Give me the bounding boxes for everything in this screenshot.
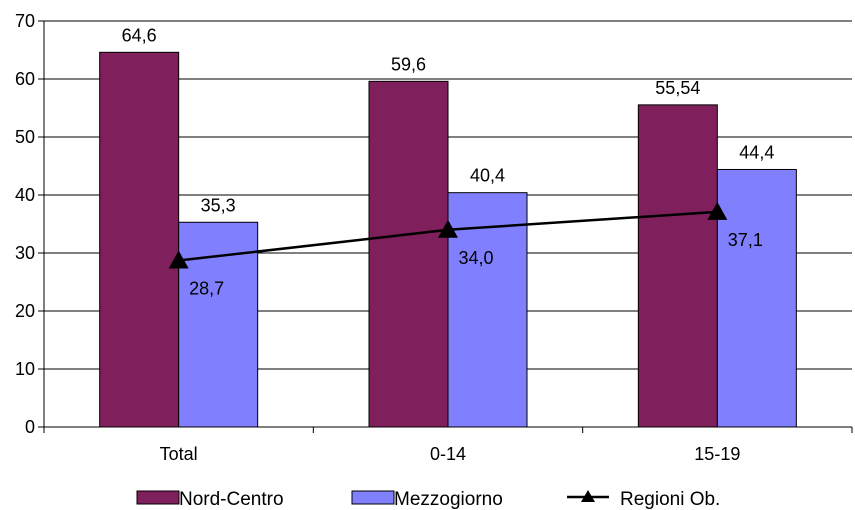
legend-label: Mezzogiorno [394,489,503,510]
y-tick-label: 0 [25,417,35,437]
bar-nord-centro [637,104,718,428]
triangle-marker [438,219,458,238]
bar-value-label: 44,4 [739,142,774,162]
bar-nord-centro [99,51,180,428]
x-tick-label: 15-19 [694,444,740,464]
bar-value-label: 35,3 [201,195,236,215]
bar-value-label: 59,6 [391,54,426,74]
bar-value-label: 64,6 [122,25,157,45]
x-tick-label: 0-14 [430,444,466,464]
bar-nord-centro [368,80,449,428]
legend-triangle-marker [581,490,595,502]
legend-label: Nord-Centro [179,489,284,510]
triangle-marker [168,250,189,269]
y-tick-label: 10 [15,359,35,379]
y-tick-label: 50 [15,127,35,147]
bar-mezzogiorno [447,192,528,428]
bar-value-label: 40,4 [470,166,505,186]
y-tick-label: 40 [15,185,35,205]
x-tick-label: Total [160,444,198,464]
y-tick-label: 70 [15,11,35,31]
legend: Nord-Centro Mezzogiorno Regioni Ob. [136,489,720,510]
data-labels: 64,6 35,3 59,6 40,4 55,54 44,4 28,7 34,0 37,1 [122,25,775,298]
bars [99,51,797,428]
line-value-label: 34,0 [458,248,493,268]
legend-swatch [351,490,395,505]
line-series [168,201,728,269]
legend-swatch [136,490,180,505]
y-tick-label: 20 [15,301,35,321]
axes: 0 10 20 30 40 50 60 70 Total 0-14 15-19 [15,11,853,464]
bar-value-label: 55,54 [655,78,700,98]
y-tick-label: 60 [15,69,35,89]
triangle-marker [707,201,728,220]
line-value-label: 37,1 [728,230,763,250]
legend-label: Regioni Ob. [620,489,720,510]
y-tick-label: 30 [15,243,35,263]
bar-mezzogiorno [716,168,797,428]
line-value-label: 28,7 [189,279,224,299]
